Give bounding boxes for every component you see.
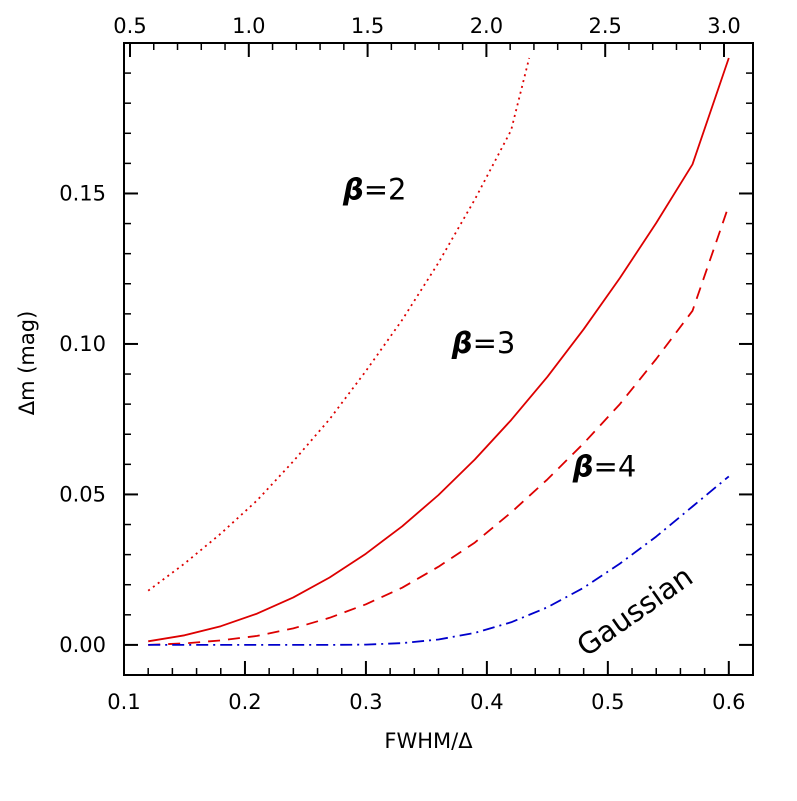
series-line-0 (147, 57, 531, 592)
x-tick-label: 0.1 (107, 690, 140, 714)
top-tick-label: 1.0 (232, 14, 265, 38)
x-tick-label: 0.4 (470, 690, 503, 714)
top-tick-label: 2.5 (588, 14, 621, 38)
y-tick-label: 0.10 (59, 332, 106, 356)
top-tick-label: 3.0 (707, 14, 740, 38)
curve-label-beta-3: β=3 (451, 326, 516, 360)
series-line-3 (148, 475, 730, 646)
series-layer (147, 57, 730, 646)
beta-value: =4 (594, 449, 637, 483)
beta-symbol: β (572, 449, 594, 483)
top-tick-label: 0.5 (113, 14, 146, 38)
y-tick-label: 0.05 (59, 482, 106, 506)
x-tick-label: 0.6 (712, 690, 745, 714)
beta-value: =3 (473, 326, 516, 360)
series-line-2 (148, 205, 730, 646)
y-axis-title: Δm (mag) (15, 311, 39, 416)
y-tick-label: 0.00 (59, 633, 106, 657)
curve-label-beta-4: β=4 (572, 449, 637, 483)
top-tick-label: 2.0 (470, 14, 503, 38)
beta-value: =2 (364, 172, 407, 206)
curve-label-beta-2: β=2 (342, 172, 407, 206)
y-tick-label: 0.15 (59, 181, 106, 205)
x-tick-label: 0.5 (591, 690, 624, 714)
top-tick-label: 1.5 (351, 14, 384, 38)
x-axis-title: FWHM/Δ (384, 729, 473, 753)
axis-layer: 0.1 0.2 0.3 0.4 0.5 0.6 0.5 1.0 1.5 2.0 2.5 3.0 0.00… (15, 14, 754, 753)
beta-symbol: β (451, 326, 473, 360)
x-tick-label: 0.3 (349, 690, 382, 714)
x-tick-label: 0.2 (228, 690, 261, 714)
series-line-1 (148, 57, 730, 643)
beta-symbol: β (342, 172, 364, 206)
